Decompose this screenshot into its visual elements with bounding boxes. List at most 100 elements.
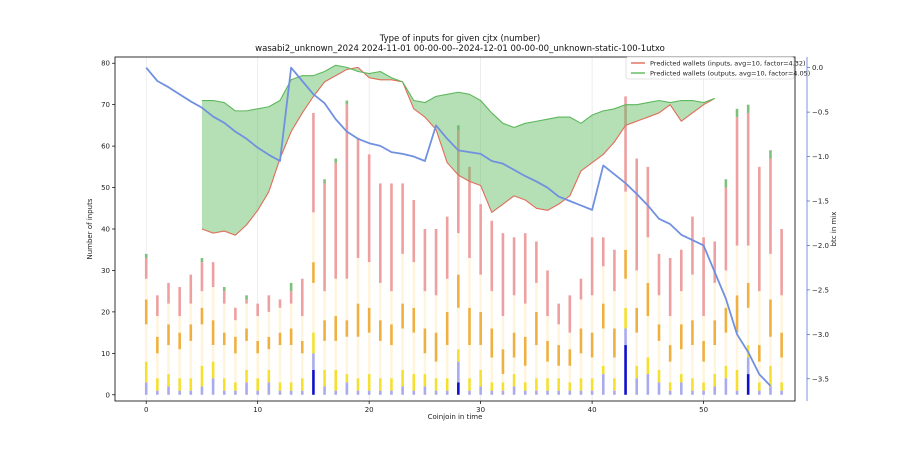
bar-segment-22-5 [390, 291, 393, 325]
bar-segment-57-5 [780, 295, 783, 333]
bar-segment-11-3 [267, 349, 271, 370]
bar-segment-41-1 [601, 374, 605, 395]
bar-segment-36-6 [546, 270, 549, 317]
bar-segment-38-5 [568, 332, 572, 350]
bar-segment-34-3 [523, 365, 527, 383]
bar-segment-8-2 [234, 382, 237, 391]
series-line-inputs [201, 66, 716, 236]
bar-segment-57-6 [780, 229, 783, 296]
bar-segment-46-4 [657, 324, 661, 341]
bar-segment-51-1 [713, 386, 717, 395]
bar-segment-1-1 [156, 390, 159, 395]
bar-segment-20-4 [367, 307, 371, 333]
legend-box [625, 56, 795, 80]
bar-segment-6-2 [211, 361, 215, 379]
x-tick-label-3: 30 [476, 406, 485, 414]
bar-segment-23-6 [401, 183, 404, 254]
bar-segment-5-1 [200, 386, 204, 395]
bar-segment-20-2 [367, 374, 371, 391]
bar-segment-45-3 [646, 316, 650, 358]
bar-segment-56-2 [769, 365, 772, 387]
bar-segment-50-4 [702, 340, 705, 362]
bar-segment-19-3 [356, 336, 360, 379]
bar-segment-57-4 [780, 332, 783, 358]
bar-segment-25-2 [423, 374, 427, 387]
bar-segment-14-5 [300, 316, 304, 341]
bar-segment-30-1 [479, 386, 482, 395]
bar-segment-15-2 [312, 332, 315, 354]
bar-segment-7-2 [222, 378, 226, 391]
y2-tick-label-3: −1.5 [812, 198, 829, 206]
x-tick-label-4: 40 [588, 406, 597, 414]
bar-segment-41-2 [601, 365, 605, 375]
bar-segment-51-2 [713, 374, 717, 387]
bar-segment-11-5 [267, 311, 271, 337]
bar-segment-0-1 [144, 382, 148, 395]
bar-segment-4-1 [189, 390, 193, 395]
bar-segment-16-7 [323, 179, 326, 184]
bar-segment-46-5 [657, 295, 661, 325]
y-tick-label-5: 50 [101, 184, 110, 192]
bar-segment-53-3 [735, 332, 739, 370]
bar-segment-40-2 [590, 378, 594, 391]
bar-segment-47-3 [668, 361, 672, 383]
bar-segment-28-3 [457, 307, 460, 350]
legend-label-inputs: Predicted wallets (inputs, avg=10, facto… [650, 60, 806, 68]
bar-segment-31-6 [490, 220, 494, 292]
y-tick-label-8: 80 [101, 60, 110, 68]
bar-segment-47-5 [668, 316, 672, 346]
bar-segment-32-6 [501, 233, 505, 317]
bar-segment-26-3 [434, 361, 438, 379]
bar-segment-5-6 [200, 262, 204, 292]
bar-segment-56-3 [769, 336, 772, 366]
bar-segment-24-4 [412, 307, 416, 333]
bar-segment-0-6 [144, 258, 148, 279]
bar-segment-4-5 [189, 303, 193, 325]
bar-segment-16-6 [323, 183, 326, 292]
bar-segment-33-4 [512, 332, 516, 358]
bar-segment-14-4 [300, 340, 304, 354]
bar-segment-7-3 [222, 345, 226, 379]
y2-tick-label-7: −3.5 [812, 375, 829, 383]
bar-segment-17-3 [334, 340, 338, 370]
bar-segment-54-6 [746, 112, 750, 246]
bar-segment-48-1 [679, 382, 683, 395]
bar-segment-3-5 [178, 316, 181, 333]
bar-segment-7-1 [222, 390, 226, 395]
bar-segment-33-3 [512, 357, 516, 375]
bar-segment-14-3 [300, 353, 304, 379]
bar-segment-43-1 [624, 328, 627, 346]
y-tick-label-2: 20 [101, 308, 110, 316]
bar-segment-11-4 [267, 336, 271, 350]
bar-segment-20-1 [367, 390, 371, 395]
bar-segment-32-2 [501, 382, 505, 391]
bar-segment-18-1 [345, 382, 349, 395]
bar-segment-0-4 [144, 299, 148, 325]
bar-segment-57-2 [780, 382, 783, 391]
bar-segment-46-6 [657, 253, 661, 296]
bar-segment-25-5 [423, 291, 427, 329]
bar-segment-5-5 [200, 291, 204, 308]
bar-segment-35-1 [535, 390, 538, 395]
bar-segment-34-5 [523, 303, 527, 337]
bar-segment-1-5 [156, 316, 159, 337]
x-axis-label: Coinjoin in time [428, 413, 483, 421]
bar-segment-49-5 [691, 274, 694, 321]
bar-segment-54-0 [746, 374, 750, 395]
bar-segment-0-2 [144, 361, 148, 383]
bar-segment-6-3 [211, 345, 215, 362]
bar-segment-27-1 [445, 390, 449, 395]
bar-segment-24-2 [412, 374, 416, 391]
bar-segment-24-5 [412, 262, 416, 308]
bar-segment-18-5 [345, 278, 349, 321]
bars-layer [144, 96, 783, 395]
bar-segment-19-6 [356, 137, 360, 259]
bar-segment-23-4 [401, 303, 404, 329]
bar-segment-41-5 [601, 266, 605, 304]
bar-segment-48-3 [679, 349, 683, 375]
bar-segment-9-4 [245, 328, 248, 341]
bar-segment-37-6 [557, 303, 560, 325]
x-axis-ticks: 0 10 20 30 40 50 [144, 401, 708, 414]
bar-segment-41-6 [601, 237, 605, 267]
bar-segment-36-1 [546, 390, 549, 395]
